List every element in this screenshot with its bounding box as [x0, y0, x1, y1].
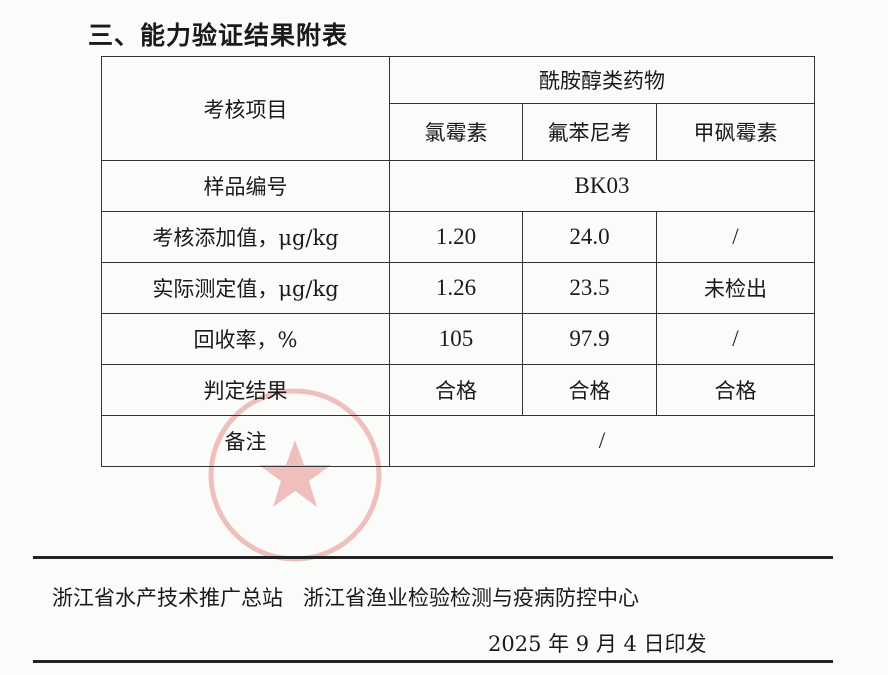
table-row: 实际测定值，μg/kg 1.26 23.5 未检出 — [101, 262, 815, 314]
row-label: 考核添加值，μg/kg — [101, 211, 390, 263]
table-row: 备注 / — [101, 415, 815, 467]
row-label: 实际测定值，μg/kg — [101, 262, 390, 314]
drug-header: 氟苯尼考 — [522, 103, 657, 161]
cell: 1.26 — [389, 262, 523, 314]
cell: 105 — [389, 313, 523, 365]
section-title: 三、能力验证结果附表 — [88, 21, 349, 50]
divider — [33, 660, 833, 663]
issue-date: 2025 年 9 月 4 日印发 — [488, 632, 707, 656]
cell: / — [656, 211, 815, 263]
cell: 未检出 — [656, 262, 815, 314]
cell: 24.0 — [522, 211, 657, 263]
cell: 合格 — [522, 364, 657, 416]
table-row: 回收率，% 105 97.9 / — [101, 313, 815, 365]
remark-value: / — [389, 415, 815, 467]
cell: 1.20 — [389, 211, 523, 263]
table-row: 判定结果 合格 合格 合格 — [101, 364, 815, 416]
drug-header: 甲砜霉素 — [656, 103, 815, 161]
issuer-org: 浙江省渔业检验检测与疫病防控中心 — [303, 586, 640, 610]
row-label: 备注 — [101, 415, 390, 467]
row-label: 样品编号 — [101, 160, 390, 212]
divider — [33, 556, 833, 559]
cell: 97.9 — [522, 313, 657, 365]
cell: 合格 — [389, 364, 523, 416]
cell: 23.5 — [522, 262, 657, 314]
results-table: 考核项目 酰胺醇类药物 氯霉素 氟苯尼考 甲砜霉素 样品编号 BK03 考核添加… — [101, 56, 815, 467]
cell: / — [656, 313, 815, 365]
row-label: 判定结果 — [101, 364, 390, 416]
cell: 合格 — [656, 364, 815, 416]
footer-orgs: 浙江省水产技术推广总站 浙江省渔业检验检测与疫病防控中心 — [52, 582, 639, 612]
sample-id: BK03 — [389, 160, 815, 212]
table-row: 考核添加值，μg/kg 1.20 24.0 / — [101, 211, 815, 263]
issuer-org: 浙江省水产技术推广总站 — [52, 586, 283, 610]
group-header: 酰胺醇类药物 — [389, 56, 815, 104]
drug-header: 氯霉素 — [389, 103, 523, 161]
item-header: 考核项目 — [101, 56, 390, 161]
row-label: 回收率，% — [101, 313, 390, 365]
